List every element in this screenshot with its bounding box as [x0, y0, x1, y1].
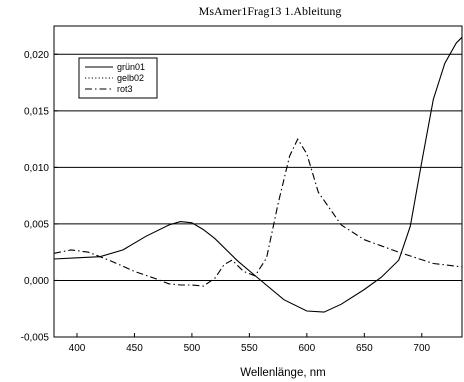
x-tick-label: 450: [126, 343, 143, 354]
plot-frame: [53, 25, 463, 338]
x-tick-label: 700: [413, 343, 430, 354]
x-axis: 400 450 500 550 600 650 700: [69, 333, 431, 354]
y-tick-label: 0,010: [24, 163, 49, 174]
y-tick-label: 0,000: [24, 276, 49, 287]
y-tick-label: 0,020: [24, 50, 49, 61]
x-tick-label: 600: [299, 343, 316, 354]
legend-label-1: grün01: [117, 62, 145, 72]
x-tick-label: 650: [356, 343, 373, 354]
x-axis-label: Wellenlänge, nm: [240, 367, 325, 379]
chart-title: MsAmer1Frag13 1.Ableitung: [199, 4, 342, 18]
y-axis: -0,005 0,000 0,005 0,010 0,015 0,020: [21, 50, 58, 344]
legend-label-3: rot3: [117, 84, 133, 94]
y-tick-label: 0,015: [24, 106, 49, 117]
y-tick-label: -0,005: [21, 333, 50, 344]
x-tick-label: 500: [184, 343, 201, 354]
x-tick-label: 550: [241, 343, 258, 354]
series-line-3: [53, 137, 463, 287]
x-tick-label: 400: [69, 343, 86, 354]
y-tick-label: 0,005: [24, 219, 49, 230]
series-layer: [53, 36, 463, 313]
series-line-1: [53, 36, 463, 313]
legend-label-2: gelb02: [117, 73, 144, 83]
